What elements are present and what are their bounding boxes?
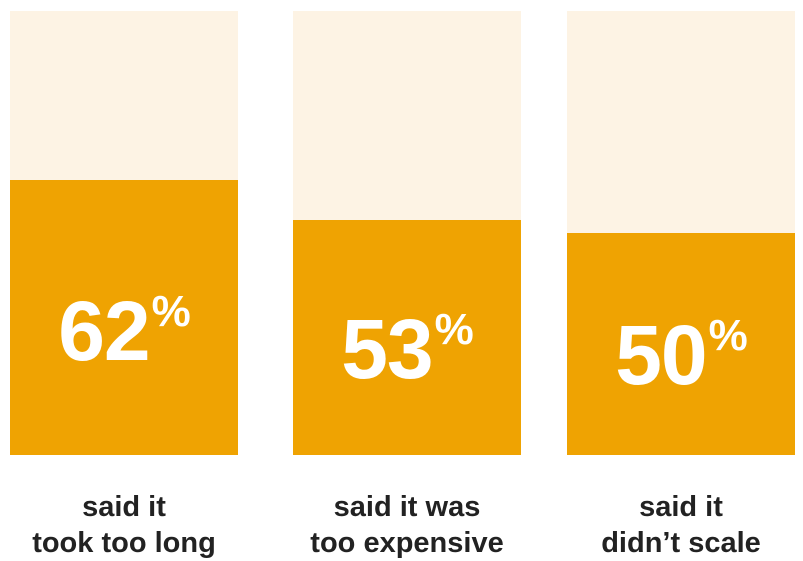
label-line-2: too expensive <box>310 527 504 559</box>
percent-sign: % <box>151 287 191 336</box>
bar-value-label: 62% <box>10 289 238 373</box>
label-line-2: didn’t scale <box>601 527 761 559</box>
percent-sign: % <box>434 305 474 354</box>
bar-value-label: 50% <box>567 313 795 397</box>
bar-column-took-too-long: 62% said it took too long <box>10 11 238 559</box>
bar-fill <box>567 233 795 455</box>
bar-track: 53% <box>293 11 521 455</box>
bar-fill <box>293 220 521 455</box>
bar-category-label: said it took too long <box>0 489 254 561</box>
label-line-2: took too long <box>32 527 216 559</box>
label-line-1: said it <box>639 491 723 523</box>
bar-value-number: 53 <box>341 302 433 396</box>
bar-category-label: said it was too expensive <box>277 489 537 561</box>
bar-value-label: 53% <box>293 307 521 391</box>
bar-category-label: said it didn’t scale <box>551 489 803 561</box>
label-line-1: said it <box>82 491 166 523</box>
bar-column-too-expensive: 53% said it was too expensive <box>293 11 521 559</box>
bar-track: 50% <box>567 11 795 455</box>
bar-track: 62% <box>10 11 238 455</box>
bar-value-number: 50 <box>615 308 707 402</box>
label-line-1: said it was <box>333 491 481 523</box>
bar-column-didnt-scale: 50% said it didn’t scale <box>567 11 795 559</box>
bar-fill <box>10 180 238 455</box>
percent-sign: % <box>708 311 748 360</box>
bar-value-number: 62 <box>58 284 150 378</box>
